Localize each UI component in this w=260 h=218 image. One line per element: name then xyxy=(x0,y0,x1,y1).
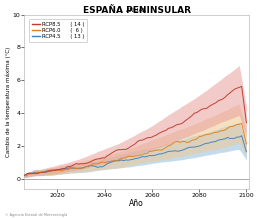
Text: © Agencia Estatal de Meteorología: © Agencia Estatal de Meteorología xyxy=(5,213,67,217)
Text: ANUAL: ANUAL xyxy=(126,8,147,13)
Title: ESPAÑA PENINSULAR: ESPAÑA PENINSULAR xyxy=(83,5,191,15)
Y-axis label: Cambio de la temperatura máxima (°C): Cambio de la temperatura máxima (°C) xyxy=(5,46,11,157)
X-axis label: Año: Año xyxy=(129,199,144,208)
Legend: RCP8.5      ( 14 ), RCP6.0      (  6 ), RCP4.5      ( 13 ): RCP8.5 ( 14 ), RCP6.0 ( 6 ), RCP4.5 ( 13… xyxy=(29,19,87,42)
